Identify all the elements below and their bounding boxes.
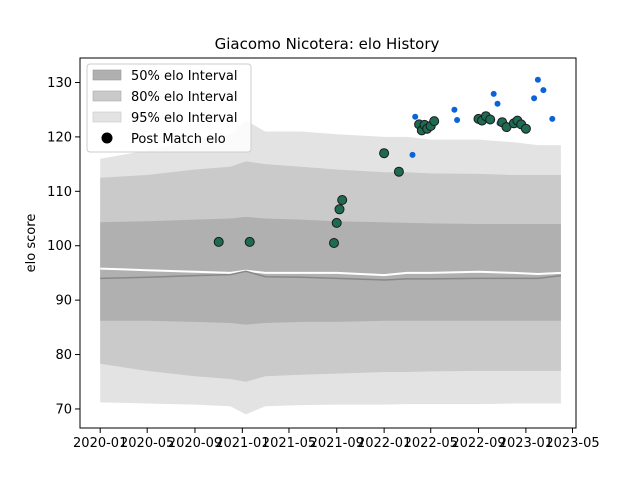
post-match-elo-point xyxy=(331,217,342,228)
y-tick-label: 70 xyxy=(55,402,72,417)
blue-elo-point xyxy=(412,113,419,120)
blue-elo-point xyxy=(534,76,541,83)
x-tick-label: 2020-05 xyxy=(120,436,174,451)
post-match-elo-point xyxy=(337,195,348,205)
legend-label-post-match: Post Match elo xyxy=(131,132,226,147)
blue-elo-point xyxy=(494,100,501,107)
x-tick-label: 2021-05 xyxy=(262,436,316,451)
post-match-elo-point xyxy=(429,116,440,127)
legend-label-95: 95% elo Interval xyxy=(131,111,238,126)
post-match-elo-point xyxy=(485,114,496,125)
x-tick-label: 2021-01 xyxy=(215,436,269,451)
post-match-elo-point xyxy=(393,166,404,177)
plot-area xyxy=(100,76,561,415)
blue-elo-point xyxy=(409,151,416,158)
blue-elo-point xyxy=(451,106,458,113)
blue-elo-point xyxy=(490,90,497,97)
legend: 50% elo Interval 80% elo Interval 95% el… xyxy=(86,63,252,153)
y-tick-label: 100 xyxy=(47,239,72,254)
y-axis-label: elo score xyxy=(24,214,39,273)
y-tick-label: 80 xyxy=(55,348,72,363)
post-match-elo-point xyxy=(213,236,224,247)
legend-label-50: 50% elo Interval xyxy=(131,69,238,84)
legend-label-80: 80% elo Interval xyxy=(131,90,238,105)
post-match-elo-point xyxy=(244,236,255,247)
x-tick-label: 2020-09 xyxy=(168,436,222,451)
post-match-elo-point xyxy=(520,123,531,134)
post-match-elo-point xyxy=(379,148,390,159)
y-tick-label: 130 xyxy=(47,76,72,91)
legend-box xyxy=(86,63,252,153)
y-tick-label: 110 xyxy=(47,185,72,200)
legend-marker-post-match xyxy=(101,132,113,144)
median-elo-line xyxy=(100,270,561,281)
mean-elo-line xyxy=(100,267,561,277)
y-axis: 70 80 90 100 110 120 130 xyxy=(47,76,80,417)
x-tick-label: 2022-01 xyxy=(357,436,411,451)
x-tick-label: 2022-09 xyxy=(451,436,505,451)
y-tick-label: 120 xyxy=(47,130,72,145)
x-tick-label: 2023-01 xyxy=(499,436,553,451)
x-tick-label: 2020-01 xyxy=(73,436,127,451)
x-tick-label: 2022-05 xyxy=(404,436,458,451)
x-tick-label: 2023-05 xyxy=(545,436,599,451)
y-tick-label: 90 xyxy=(55,294,72,309)
chart-title: Giacomo Nicotera: elo History xyxy=(215,35,440,53)
post-match-elo-point xyxy=(334,204,345,215)
x-axis: 2020-012020-052020-092021-012021-052021-… xyxy=(73,428,600,451)
blue-elo-point xyxy=(454,117,461,123)
legend-swatch-80 xyxy=(92,90,122,102)
legend-swatch-95 xyxy=(92,111,122,123)
legend-swatch-50 xyxy=(92,69,122,81)
post-match-elo-point xyxy=(329,238,339,248)
blue-elo-point xyxy=(549,115,556,122)
x-tick-label: 2021-09 xyxy=(310,436,364,451)
blue-elo-point xyxy=(540,87,547,94)
blue-elo-point xyxy=(531,95,538,102)
plot-frame xyxy=(79,57,577,429)
